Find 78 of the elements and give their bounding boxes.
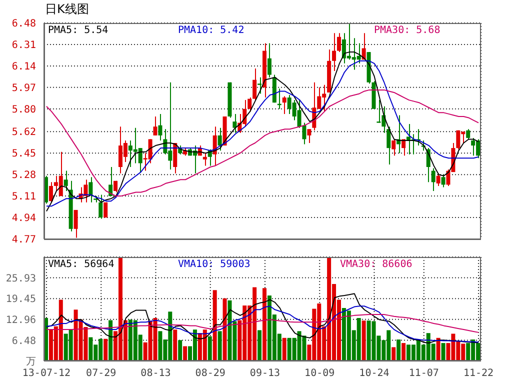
line-series <box>46 89 480 197</box>
bar <box>258 330 262 361</box>
bar <box>222 298 227 361</box>
line-series <box>46 314 480 333</box>
candlestick <box>282 96 286 114</box>
y-tick-label: 4.77 <box>12 234 36 246</box>
bar <box>262 288 266 361</box>
candlestick <box>392 138 396 156</box>
y-tick-label: 12.96 <box>6 314 36 326</box>
candlestick <box>108 166 113 197</box>
candlestick <box>302 122 306 145</box>
candlestick <box>64 170 68 192</box>
candlestick <box>202 152 207 166</box>
candlestick <box>232 113 237 134</box>
x-tick-label: 09-13 <box>250 368 280 380</box>
bar <box>104 338 108 361</box>
bar <box>392 347 396 361</box>
text: PMA10: 5.42 <box>178 25 244 36</box>
y-tick-label: 5.28 <box>12 170 36 182</box>
candlestick <box>466 128 470 140</box>
candlestick <box>267 42 272 78</box>
y-tick-label: 万 <box>26 356 36 368</box>
candlestick <box>218 127 222 152</box>
y-tick-label: 25.93 <box>6 273 36 284</box>
text: VMA10: 59003 <box>178 259 250 270</box>
bar <box>396 340 401 361</box>
text: VMA5: 56964 <box>48 259 114 270</box>
bar <box>183 346 188 361</box>
y-tick-label: 6.31 <box>12 40 36 52</box>
candlestick <box>332 32 336 72</box>
y-tick-label: 5.11 <box>12 192 36 203</box>
x-tick-label: 13-07-12 <box>22 368 71 380</box>
x-tick-label: 11-22 <box>463 368 494 380</box>
x-tick-label: 08-29 <box>195 368 226 380</box>
text: PMA30: 5.68 <box>374 25 440 36</box>
y-tick-label: 6.48 <box>12 336 36 347</box>
candlestick <box>158 113 162 141</box>
candlestick <box>74 209 78 238</box>
candlestick <box>441 174 446 188</box>
candlestick <box>336 32 341 53</box>
bar <box>218 331 222 361</box>
candlestick <box>48 182 53 203</box>
y-tick-label: 4.94 <box>12 213 36 224</box>
candlestick <box>153 116 158 136</box>
candlestick <box>173 142 178 174</box>
y-tick-label: 6.14 <box>12 61 36 72</box>
line-series <box>46 293 480 344</box>
bar <box>441 343 446 361</box>
y-tick-label: 19.45 <box>6 294 36 306</box>
candlestick <box>307 128 312 144</box>
x-tick-label: 08-13 <box>140 368 171 380</box>
bar <box>173 330 178 361</box>
x-tick-label: 10-24 <box>359 368 390 380</box>
text: VMA30: 86606 <box>340 259 412 270</box>
candlestick <box>436 172 440 186</box>
x-tick-label: 10-09 <box>304 368 335 380</box>
candlestick <box>402 138 406 156</box>
bar <box>212 290 217 361</box>
y-tick-label: 5.62 <box>12 127 36 138</box>
y-tick-label: 5.97 <box>12 82 36 94</box>
bar <box>208 336 212 361</box>
line-series <box>46 306 480 343</box>
candlestick <box>98 194 103 220</box>
x-tick-label: 07-29 <box>86 368 116 380</box>
bar <box>362 320 366 361</box>
candlestick <box>258 76 262 94</box>
bar <box>108 320 113 361</box>
text: PMA5: 5.54 <box>48 25 108 36</box>
y-tick-label: 5.45 <box>12 148 36 160</box>
bar <box>402 343 406 361</box>
x-tick-label: 11-07 <box>408 368 439 380</box>
bar <box>436 338 440 361</box>
y-tick-label: 6.48 <box>12 18 36 30</box>
bar <box>178 340 182 361</box>
candlestick <box>431 168 436 192</box>
chart-title: 日K线图 <box>45 1 89 18</box>
bar <box>282 338 286 361</box>
y-tick-label: 5.80 <box>12 104 36 116</box>
